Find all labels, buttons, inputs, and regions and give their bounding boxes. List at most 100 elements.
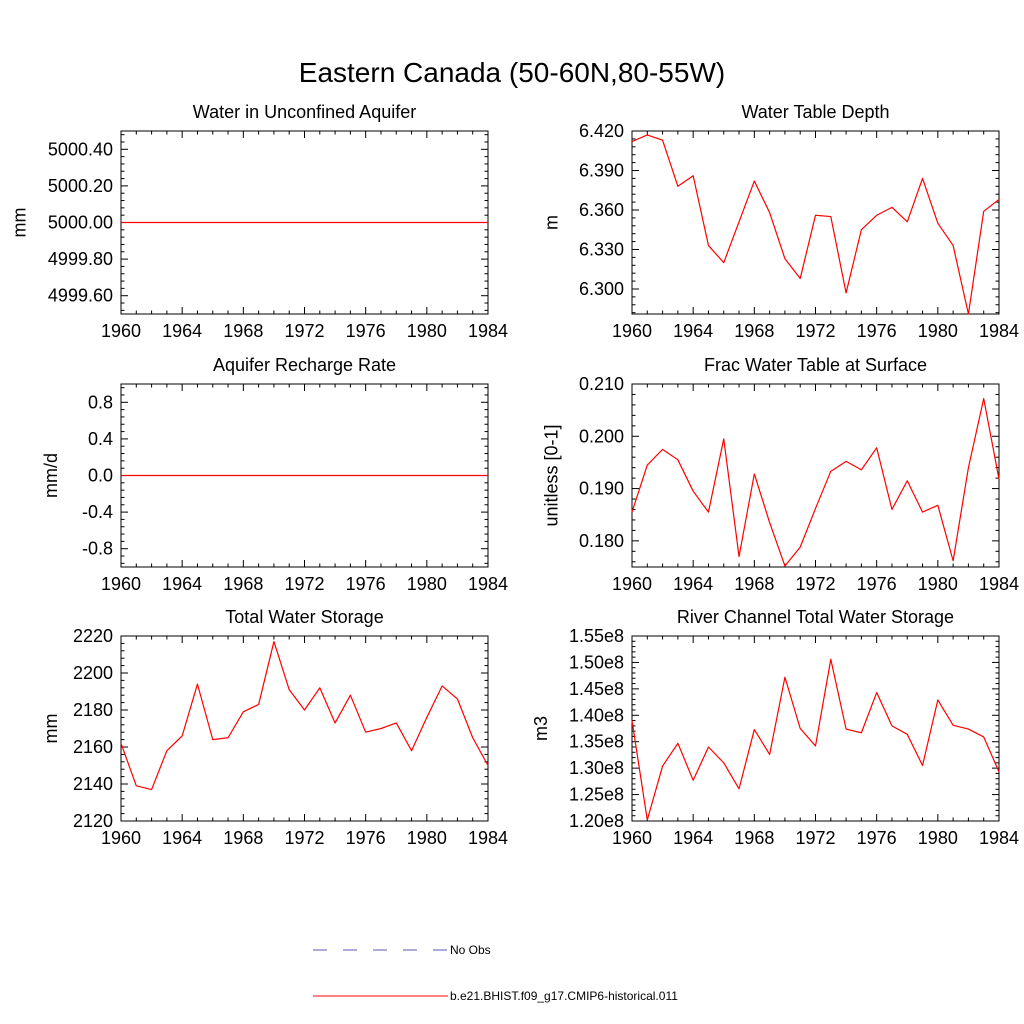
x-tick-label: 1964 xyxy=(673,828,713,848)
x-tick-label: 1972 xyxy=(795,574,835,594)
x-tick-label: 1980 xyxy=(918,574,958,594)
x-tick-label: 1976 xyxy=(857,574,897,594)
y-tick-label: 0.0 xyxy=(88,466,113,486)
y-tick-label: 0.4 xyxy=(88,429,113,449)
x-tick-label: 1976 xyxy=(346,574,386,594)
legend-label-no-obs: No Obs xyxy=(450,943,491,957)
legend: No Obs b.e21.BHIST.f09_g17.CMIP6-histori… xyxy=(313,943,678,1003)
x-tick-label: 1984 xyxy=(979,574,1019,594)
figure-title: Eastern Canada (50-60N,80-55W) xyxy=(299,57,725,88)
y-axis-label: mm xyxy=(10,208,30,238)
y-axis-label: unitless [0-1] xyxy=(542,424,562,526)
x-tick-label: 1960 xyxy=(612,828,652,848)
y-tick-label: 2120 xyxy=(73,811,113,831)
series-line xyxy=(120,640,489,791)
y-tick-label: 1.50e8 xyxy=(569,652,624,672)
y-tick-label: 1.55e8 xyxy=(569,626,624,646)
panel-title: Water in Unconfined Aquifer xyxy=(193,102,416,122)
x-tick-label: 1976 xyxy=(346,828,386,848)
x-tick-label: 1972 xyxy=(795,828,835,848)
y-tick-label: 2140 xyxy=(73,774,113,794)
y-tick-label: 6.360 xyxy=(579,200,624,220)
x-tick-label: 1964 xyxy=(162,574,202,594)
x-tick-label: 1976 xyxy=(857,321,897,341)
chart-panel-6: River Channel Total Water Storage 1960 196… xyxy=(531,607,1019,848)
x-tick-label: 1964 xyxy=(673,321,713,341)
x-tick-label: 1972 xyxy=(795,321,835,341)
y-tick-label: 4999.60 xyxy=(48,286,113,306)
y-tick-label: 5000.20 xyxy=(48,176,113,196)
y-tick-label: 0.8 xyxy=(88,392,113,412)
x-tick-label: 1980 xyxy=(407,321,447,341)
x-tick-label: 1960 xyxy=(101,574,141,594)
legend-label-model: b.e21.BHIST.f09_g17.CMIP6-historical.011 xyxy=(450,989,678,1003)
x-tick-label: 1960 xyxy=(101,321,141,341)
chart-panel-5: Total Water Storage 1960 1964 1968 1972 1976 1… xyxy=(41,607,508,848)
y-axis-label: mm/d xyxy=(41,453,61,498)
x-tick-label: 1972 xyxy=(284,321,324,341)
x-tick-label: 1984 xyxy=(468,828,508,848)
x-tick-label: 1976 xyxy=(346,321,386,341)
chart-panel-1: Water in Unconfined Aquifer 1960 1964 1968 1… xyxy=(10,102,509,341)
x-tick-label: 1968 xyxy=(734,574,774,594)
y-tick-label: 0.210 xyxy=(579,374,624,394)
x-tick-label: 1964 xyxy=(162,828,202,848)
y-tick-label: 1.25e8 xyxy=(569,785,624,805)
x-tick-label: 1984 xyxy=(979,321,1019,341)
chart-panel-4: Frac Water Table at Surface 1960 1964 1968 1… xyxy=(542,355,1020,594)
x-tick-label: 1968 xyxy=(223,321,263,341)
y-tick-label: 2200 xyxy=(73,663,113,683)
y-tick-label: 1.45e8 xyxy=(569,679,624,699)
x-tick-label: 1960 xyxy=(612,321,652,341)
panel-title: Water Table Depth xyxy=(741,102,889,122)
chart-panel-3: Aquifer Recharge Rate 1960 1964 1968 1972 197… xyxy=(41,355,508,594)
y-tick-label: 0.200 xyxy=(579,426,624,446)
x-tick-label: 1980 xyxy=(407,574,447,594)
legend-entry-model: b.e21.BHIST.f09_g17.CMIP6-historical.011 xyxy=(313,989,678,1003)
y-tick-label: 6.390 xyxy=(579,160,624,180)
y-axis-label: m3 xyxy=(531,716,551,741)
legend-entry-no-obs: No Obs xyxy=(313,943,491,957)
y-tick-label: 0.180 xyxy=(579,531,624,551)
x-tick-label: 1960 xyxy=(612,574,652,594)
y-axis-label: m xyxy=(542,215,562,230)
x-tick-label: 1980 xyxy=(407,828,447,848)
panel-title: Total Water Storage xyxy=(225,607,383,627)
y-axis-label: mm xyxy=(41,714,61,744)
series-line xyxy=(631,134,1000,315)
panels: Water in Unconfined Aquifer 1960 1964 1968 1… xyxy=(10,102,1020,848)
y-tick-label: 2160 xyxy=(73,737,113,757)
y-tick-label: 6.300 xyxy=(579,279,624,299)
x-tick-label: 1972 xyxy=(284,574,324,594)
panel-title: Aquifer Recharge Rate xyxy=(213,355,396,375)
x-tick-label: 1968 xyxy=(734,321,774,341)
x-tick-label: 1980 xyxy=(918,321,958,341)
panel-title: River Channel Total Water Storage xyxy=(677,607,954,627)
y-tick-label: -0.8 xyxy=(82,539,113,559)
y-tick-label: 0.190 xyxy=(579,479,624,499)
x-tick-label: 1984 xyxy=(979,828,1019,848)
y-tick-label: 2180 xyxy=(73,700,113,720)
y-tick-label: 2220 xyxy=(73,626,113,646)
x-tick-label: 1968 xyxy=(734,828,774,848)
y-tick-label: 6.420 xyxy=(579,121,624,141)
x-tick-label: 1972 xyxy=(284,828,324,848)
x-tick-label: 1976 xyxy=(857,828,897,848)
x-tick-label: 1984 xyxy=(468,574,508,594)
x-tick-label: 1960 xyxy=(101,828,141,848)
panel-title: Frac Water Table at Surface xyxy=(704,355,927,375)
y-tick-label: 4999.80 xyxy=(48,249,113,269)
y-tick-label: 1.30e8 xyxy=(569,758,624,778)
y-tick-label: 5000.40 xyxy=(48,139,113,159)
series-line xyxy=(631,658,1000,821)
y-tick-label: 1.20e8 xyxy=(569,811,624,831)
y-tick-label: 6.330 xyxy=(579,239,624,259)
x-tick-label: 1964 xyxy=(162,321,202,341)
x-tick-label: 1964 xyxy=(673,574,713,594)
y-tick-label: 1.35e8 xyxy=(569,732,624,752)
y-tick-label: -0.4 xyxy=(82,502,113,522)
y-tick-label: 1.40e8 xyxy=(569,705,624,725)
x-tick-label: 1968 xyxy=(223,828,263,848)
